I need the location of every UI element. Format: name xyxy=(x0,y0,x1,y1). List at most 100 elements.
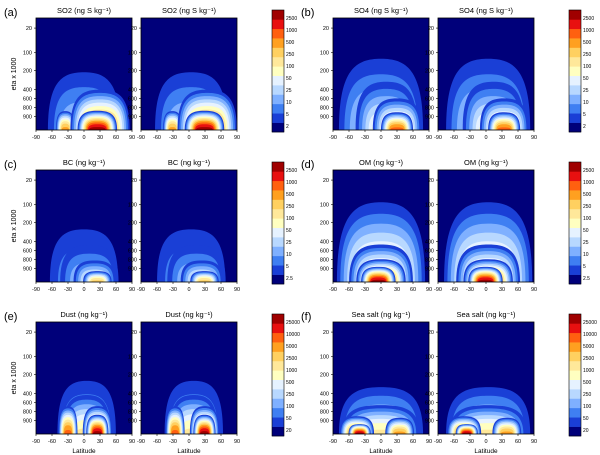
x-tick-label: -90 xyxy=(329,439,337,445)
x-tick-label: -90 xyxy=(32,439,40,445)
plot-title: SO4 (ng S kg⁻¹) xyxy=(354,6,408,15)
contour-band xyxy=(91,280,104,282)
x-axis-label: Latitude xyxy=(72,448,96,455)
x-tick-label: -30 xyxy=(169,439,177,445)
colorbar-segment xyxy=(272,85,284,95)
colorbar-segment xyxy=(569,47,581,58)
y-tick-label: 100 xyxy=(425,355,434,361)
contour-band xyxy=(390,127,404,130)
x-tick-label: 60 xyxy=(410,439,416,445)
panel-d: (d) OM (ng kg⁻¹)-90 -60 -30 0 30 60 90201002004… xyxy=(301,158,594,293)
y-tick-label: 20 xyxy=(26,26,32,32)
colorbar-segment xyxy=(569,351,581,362)
colorbar-tick-label: 50 xyxy=(286,228,292,234)
colorbar-tick-label: 10 xyxy=(583,252,589,258)
y-tick-label: 900 xyxy=(320,267,329,273)
x-tick-label: 60 xyxy=(218,287,224,293)
x-tick-label: 30 xyxy=(202,439,208,445)
y-tick-label: 600 xyxy=(23,249,32,255)
y-tick-label: 900 xyxy=(23,419,32,425)
panel-label: (b) xyxy=(301,7,314,19)
colorbar-tick-label: 50 xyxy=(583,416,589,422)
plot-title: BC (ng kg⁻¹) xyxy=(168,158,211,167)
x-tick-label: -30 xyxy=(466,135,474,141)
y-tick-label: 400 xyxy=(128,392,137,398)
colorbar-tick-label: 25 xyxy=(286,240,292,246)
y-tick-label: 200 xyxy=(23,69,32,75)
colorbar-tick-label: 250 xyxy=(286,392,295,398)
colorbar-tick-label: 2500 xyxy=(583,356,594,362)
contour-band xyxy=(196,127,213,130)
x-tick-label: 0 xyxy=(82,439,85,445)
panel-a: (a) SO2 (ng S kg⁻¹)-90 -60 -30 0 30 60 90201002… xyxy=(4,6,297,141)
x-tick-label: 90 xyxy=(426,135,432,141)
x-tick-label: 60 xyxy=(410,135,416,141)
colorbar-segment xyxy=(569,66,581,76)
y-tick-label: 400 xyxy=(128,88,137,94)
colorbar-segment xyxy=(569,314,581,324)
colorbar-frame xyxy=(271,9,285,133)
colorbar-tick-label: 25 xyxy=(286,88,292,94)
y-tick-label: 100 xyxy=(320,355,329,361)
colorbar-segment xyxy=(272,56,284,67)
y-tick-label: 200 xyxy=(128,373,137,379)
colorbar-segment xyxy=(272,190,284,200)
colorbar-segment xyxy=(569,122,581,133)
colorbar-tick-label: 1000 xyxy=(583,28,594,34)
x-tick-label: 30 xyxy=(97,135,103,141)
colorbar-segment xyxy=(272,314,284,324)
contour-band xyxy=(61,127,69,130)
colorbar-tick-label: 100 xyxy=(286,64,295,70)
y-tick-label: 200 xyxy=(23,373,32,379)
colorbar-segment xyxy=(569,246,581,257)
y-axis-label: eta x 1000 xyxy=(11,362,18,395)
y-tick-label: 100 xyxy=(128,203,137,209)
colorbar-tick-label: 50 xyxy=(583,228,589,234)
y-tick-label: 100 xyxy=(128,51,137,57)
x-tick-label: -90 xyxy=(434,439,442,445)
contour-band xyxy=(497,127,511,130)
y-tick-label: 800 xyxy=(320,106,329,112)
colorbar-segment xyxy=(272,28,284,39)
y-tick-label: 200 xyxy=(128,221,137,227)
x-axis-label: Latitude xyxy=(369,448,393,455)
colorbar-segment xyxy=(569,162,581,172)
y-tick-label: 100 xyxy=(320,51,329,57)
x-tick-label: 60 xyxy=(113,135,119,141)
colorbar-segment xyxy=(272,255,284,266)
plot-title: BC (ng kg⁻¹) xyxy=(63,158,106,167)
plot-title: SO4 (ng S kg⁻¹) xyxy=(459,6,513,15)
plot-title: Dust (ng kg⁻¹) xyxy=(165,310,213,319)
colorbar-segment xyxy=(272,237,284,247)
y-tick-label: 800 xyxy=(320,410,329,416)
y-tick-label: 800 xyxy=(128,106,137,112)
y-tick-label: 20 xyxy=(131,178,137,184)
colorbar-tick-label: 100 xyxy=(583,64,592,70)
x-tick-label: 90 xyxy=(531,287,537,293)
colorbar-frame xyxy=(271,161,285,285)
colorbar-segment xyxy=(569,227,581,238)
y-tick-label: 900 xyxy=(23,115,32,121)
x-tick-label: -60 xyxy=(450,135,458,141)
x-tick-label: 90 xyxy=(129,439,135,445)
colorbar-segment xyxy=(569,274,581,285)
colorbar-segment xyxy=(569,323,581,334)
y-tick-label: 600 xyxy=(128,97,137,103)
x-tick-label: 0 xyxy=(187,439,190,445)
panel-label: (d) xyxy=(301,159,314,171)
y-tick-label: 400 xyxy=(425,240,434,246)
y-tick-label: 900 xyxy=(425,419,434,425)
y-tick-label: 20 xyxy=(26,178,32,184)
y-tick-label: 400 xyxy=(320,88,329,94)
colorbar-tick-label: 5 xyxy=(286,264,289,270)
y-tick-label: 20 xyxy=(131,26,137,32)
colorbar-tick-label: 250 xyxy=(583,52,592,58)
colorbar-tick-label: 5000 xyxy=(583,344,594,350)
x-tick-label: 30 xyxy=(97,439,103,445)
colorbar-segment xyxy=(569,180,581,191)
y-tick-label: 20 xyxy=(428,178,434,184)
colorbar-segment xyxy=(272,323,284,334)
colorbar-segment xyxy=(272,10,284,20)
x-tick-label: -60 xyxy=(345,287,353,293)
